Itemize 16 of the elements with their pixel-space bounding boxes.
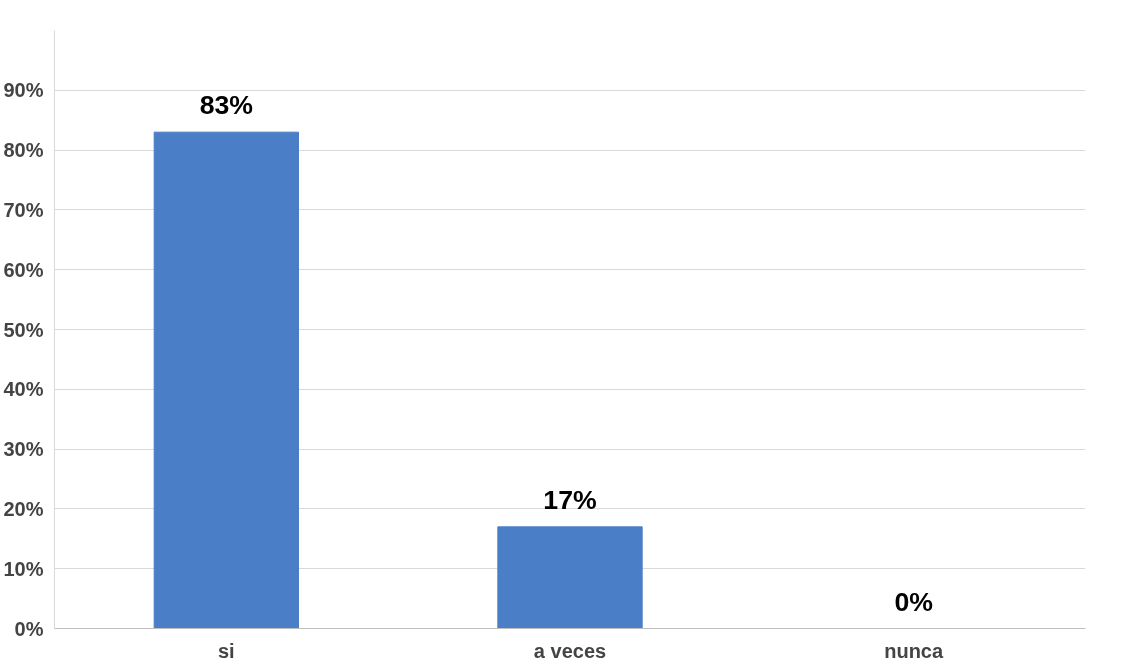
y-tick-label: 0% <box>14 617 44 640</box>
x-tick-label: a veces <box>533 639 607 662</box>
y-tick-label: 10% <box>3 557 44 580</box>
y-tick-label: 50% <box>3 318 44 341</box>
data-label: 17% <box>543 484 597 515</box>
y-tick-label: 70% <box>3 198 44 221</box>
x-tick-label: nunca <box>884 639 944 662</box>
y-tick-label: 40% <box>3 378 44 401</box>
y-tick-label: 30% <box>3 438 44 461</box>
y-tick-label: 90% <box>3 79 44 102</box>
y-tick-label: 20% <box>3 497 44 520</box>
y-tick-label: 80% <box>3 139 44 162</box>
y-tick-label: 60% <box>3 258 44 281</box>
data-label: 0% <box>894 586 933 617</box>
x-tick-label: si <box>217 639 235 662</box>
data-label: 83% <box>199 90 254 121</box>
